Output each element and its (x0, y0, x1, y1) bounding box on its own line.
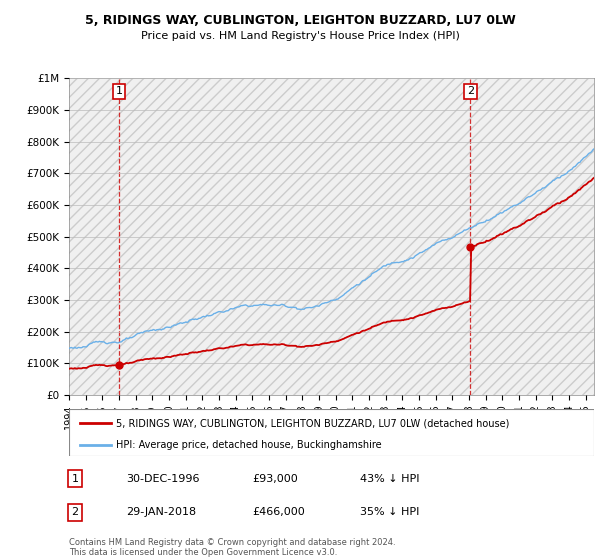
Text: 1: 1 (71, 474, 79, 484)
Text: HPI: Average price, detached house, Buckinghamshire: HPI: Average price, detached house, Buck… (116, 440, 382, 450)
Text: 5, RIDINGS WAY, CUBLINGTON, LEIGHTON BUZZARD, LU7 0LW (detached house): 5, RIDINGS WAY, CUBLINGTON, LEIGHTON BUZ… (116, 418, 509, 428)
Bar (69, 78, 594, 395)
Text: £466,000: £466,000 (252, 507, 305, 517)
Text: 29-JAN-2018: 29-JAN-2018 (126, 507, 196, 517)
Text: Contains HM Land Registry data © Crown copyright and database right 2024.
This d: Contains HM Land Registry data © Crown c… (69, 538, 395, 557)
Text: 5, RIDINGS WAY, CUBLINGTON, LEIGHTON BUZZARD, LU7 0LW: 5, RIDINGS WAY, CUBLINGTON, LEIGHTON BUZ… (85, 14, 515, 27)
Text: 2: 2 (71, 507, 79, 517)
Text: 30-DEC-1996: 30-DEC-1996 (126, 474, 199, 484)
Text: 2: 2 (467, 86, 474, 96)
Text: Price paid vs. HM Land Registry's House Price Index (HPI): Price paid vs. HM Land Registry's House … (140, 31, 460, 41)
Text: 43% ↓ HPI: 43% ↓ HPI (360, 474, 419, 484)
Text: 35% ↓ HPI: 35% ↓ HPI (360, 507, 419, 517)
Text: £93,000: £93,000 (252, 474, 298, 484)
Text: 1: 1 (115, 86, 122, 96)
FancyBboxPatch shape (69, 409, 594, 456)
